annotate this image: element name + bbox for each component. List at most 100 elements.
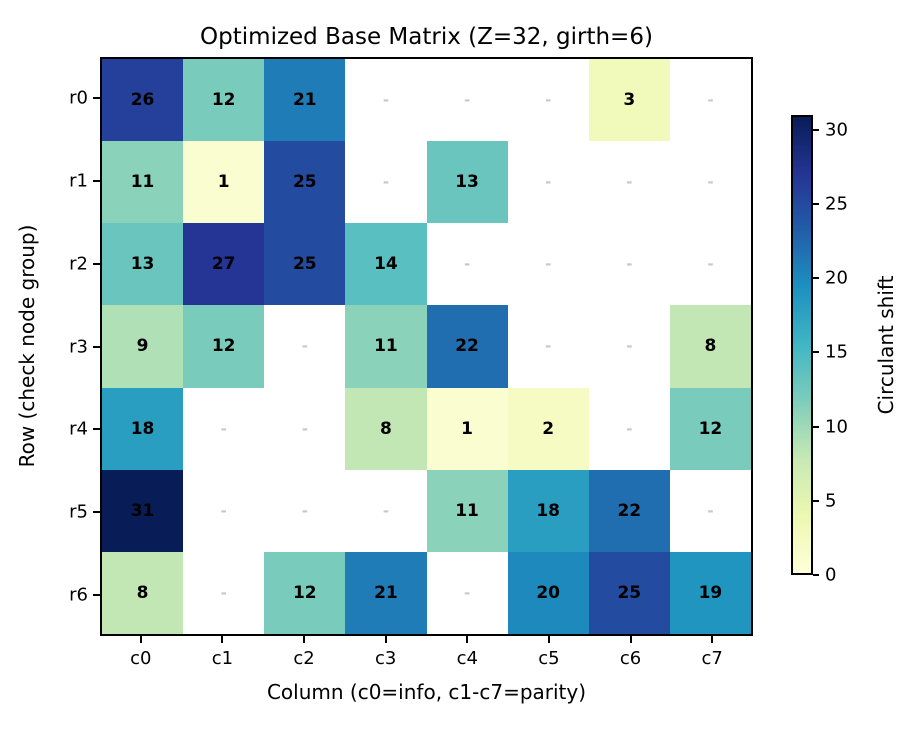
y-tick-label-r2: r2 [69,253,88,275]
heatmap-cell-r5c3: - [345,469,427,552]
y-tickmark-r2 [93,262,100,265]
heatmap-cell-r6c4: - [426,551,508,634]
heatmap-cell-r1c6: - [588,141,670,224]
colorbar-tick-label-15: 15 [825,341,848,363]
heatmap-cell-r0c0: 26 [102,59,184,142]
y-tick-label-r4: r4 [69,418,88,440]
heatmap-cell-r2c7: - [669,223,751,306]
heatmap-cell-r4c0: 18 [102,387,184,470]
heatmap-cell-r0c6: 3 [588,59,670,142]
heatmap-cell-r4c3: 8 [345,387,427,470]
heatmap-grid: 26 12 21- - -3-11 1 25-13- - -13 27 25 14- - - -9 12-11… [100,57,753,636]
heatmap-cell-r6c2: 12 [264,551,346,634]
y-tick-label-r0: r0 [69,87,88,109]
x-tickmark-c6 [629,636,632,643]
y-tick-label-r3: r3 [69,336,88,357]
heatmap-cell-r4c4: 1 [426,387,508,470]
x-tick-label-c0: c0 [130,648,152,669]
colorbar-tick-label-5: 5 [825,490,837,512]
heatmap-cell-r0c7: - [669,59,751,142]
heatmap-cell-r2c6: - [588,223,670,306]
colorbar-tick-label-30: 30 [825,119,848,141]
y-tick-label-r1: r1 [69,170,88,192]
x-tick-label-c4: c4 [456,648,478,669]
colorbar-tick-label-25: 25 [825,193,848,215]
x-tick-label-c1: c1 [211,648,234,669]
x-tickmark-c5 [547,636,550,643]
heatmap-cell-r3c7: 8 [669,305,751,388]
heatmap-cell-r3c0: 9 [102,305,184,388]
chart-title: Optimized Base Matrix (Z=32, girth=6) [200,24,653,50]
heatmap-cell-r0c3: - [345,59,427,142]
y-tickmark-r6 [93,593,100,596]
x-tick-label-c3: c3 [375,648,397,669]
x-tickmark-c3 [384,636,387,643]
y-tickmark-r5 [93,510,100,513]
heatmap-cell-r2c0: 13 [102,223,184,306]
heatmap-cell-r1c1: 1 [183,141,265,224]
heatmap-cell-r6c7: 19 [669,551,751,634]
colorbar-tickmark-5 [813,499,819,502]
colorbar-label: Circulant shift [874,275,898,415]
heatmap-cell-r5c6: 22 [588,469,670,552]
heatmap-cell-r2c2: 25 [264,223,346,306]
colorbar-tickmark-15 [813,351,819,354]
colorbar-tickmark-25 [813,203,819,206]
colorbar-tickmark-30 [813,128,819,131]
x-tickmark-c4 [466,636,469,643]
heatmap-cell-r2c5: - [507,223,589,306]
heatmap-cell-r4c7: 12 [669,387,751,470]
heatmap-cell-r0c1: 12 [183,59,265,142]
x-tickmark-c1 [221,636,224,643]
heatmap-cell-r5c7: - [669,469,751,552]
heatmap-cell-r1c7: - [669,141,751,224]
heatmap-cell-r6c0: 8 [102,551,184,634]
heatmap-cell-r2c4: - [426,223,508,306]
heatmap-cell-r4c6: - [588,387,670,470]
heatmap-cell-r1c4: 13 [426,141,508,224]
x-tickmark-c7 [711,636,714,643]
colorbar-tick-label-0: 0 [825,564,837,586]
heatmap-cell-r3c6: - [588,305,670,388]
heatmap-cell-r6c6: 25 [588,551,670,634]
y-tickmark-r1 [93,180,100,183]
heatmap-cell-r3c1: 12 [183,305,265,388]
heatmap-cell-r6c5: 20 [507,551,589,634]
heatmap-cell-r2c3: 14 [345,223,427,306]
heatmap-cell-r3c2: - [264,305,346,388]
colorbar-tickmark-20 [813,277,819,280]
heatmap-cell-r0c4: - [426,59,508,142]
x-tick-label-c5: c5 [538,648,560,669]
heatmap-cell-r3c4: 22 [426,305,508,388]
heatmap-cell-r6c1: - [183,551,265,634]
x-tick-label-c2: c2 [293,648,315,669]
x-axis-label: Column (c0=info, c1-c7=parity) [266,680,587,704]
colorbar [791,115,813,575]
heatmap-cell-r4c5: 2 [507,387,589,470]
heatmap-cell-r1c2: 25 [264,141,346,224]
heatmap-cell-r1c3: - [345,141,427,224]
y-tickmark-r3 [93,345,100,348]
heatmap-cell-r1c5: - [507,141,589,224]
colorbar-tick-label-20: 20 [825,267,848,289]
colorbar-tickmark-10 [813,425,819,428]
heatmap-cell-r3c5: - [507,305,589,388]
heatmap-cell-r5c5: 18 [507,469,589,552]
heatmap-cell-r3c3: 11 [345,305,427,388]
heatmap-cell-r1c0: 11 [102,141,184,224]
x-tick-label-c7: c7 [701,648,723,669]
heatmap-cell-r0c5: - [507,59,589,142]
x-tickmark-c2 [303,636,306,643]
y-tick-label-r5: r5 [69,501,88,523]
heatmap-cell-r5c2: - [264,469,346,552]
y-tickmark-r0 [93,97,100,100]
heatmap-cell-r0c2: 21 [264,59,346,142]
x-tickmark-c0 [139,636,142,643]
heatmap-cell-r5c4: 11 [426,469,508,552]
heatmap-cell-r5c0: 31 [102,469,184,552]
heatmap-cell-r5c1: - [183,469,265,552]
heatmap-cell-r4c1: - [183,387,265,470]
heatmap-cell-r2c1: 27 [183,223,265,306]
y-tick-label-r6: r6 [69,584,88,606]
